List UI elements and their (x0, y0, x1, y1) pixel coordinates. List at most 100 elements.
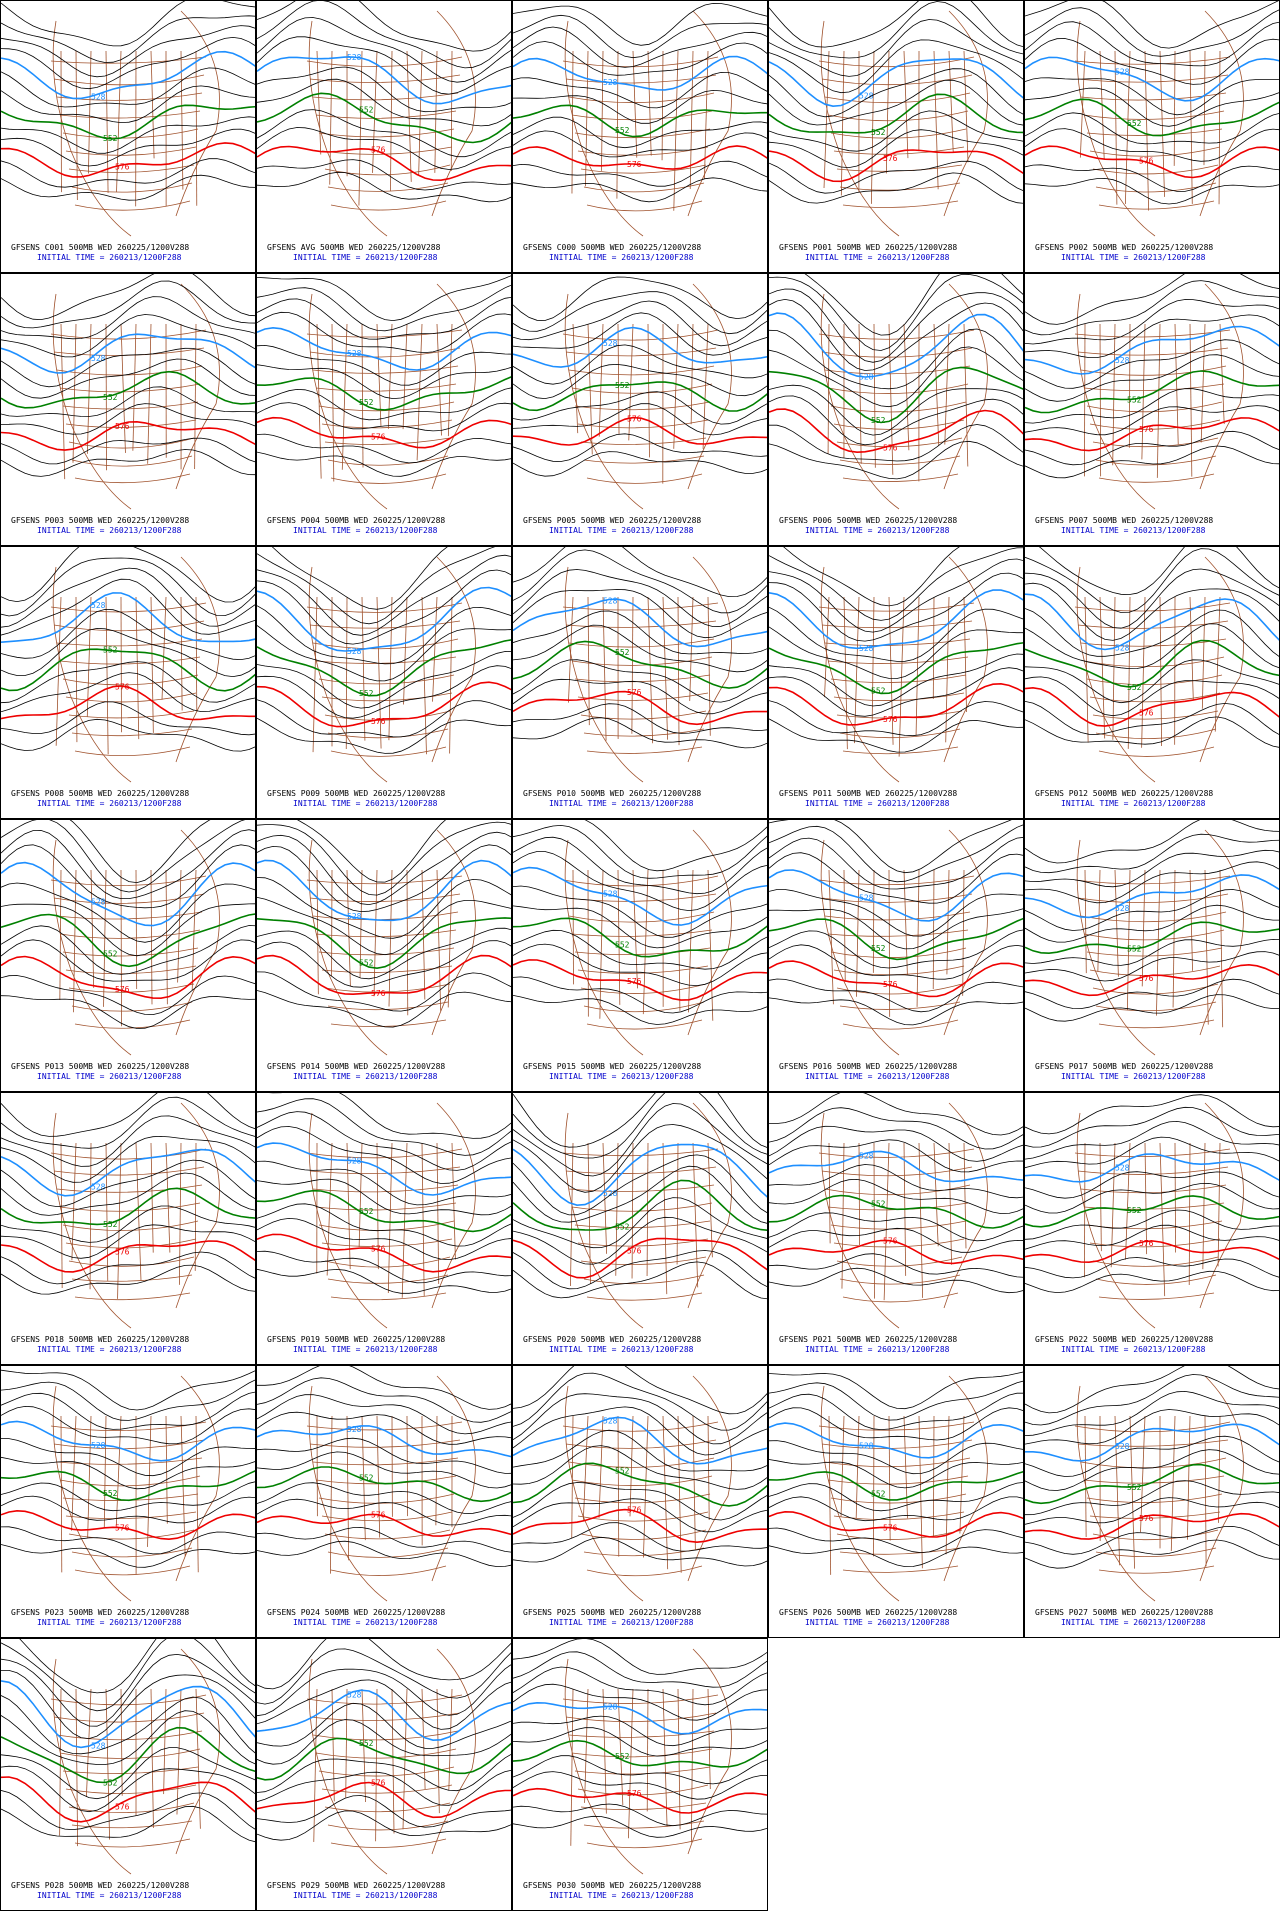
contour-line (1025, 716, 1279, 748)
border-line (565, 620, 717, 628)
map: 528 552 576 (1, 1369, 255, 1602)
border-line (71, 455, 193, 467)
map: 528 552 576 (513, 276, 767, 510)
contour-line (1025, 548, 1279, 613)
contour-line (1025, 1, 1279, 49)
contour-line (513, 1462, 767, 1507)
contour-line (1025, 582, 1279, 641)
contour-line (513, 610, 767, 655)
border-line (839, 455, 961, 465)
contour-line (1025, 904, 1279, 943)
border-line (309, 74, 461, 83)
border-line (62, 674, 199, 686)
contour-label: 552 (103, 393, 118, 402)
contour-line (1025, 388, 1279, 424)
contour-line (513, 1715, 767, 1747)
contour-line (1025, 325, 1279, 375)
map-outline (50, 1102, 220, 1329)
border-line (1084, 869, 1087, 974)
contour-line (1025, 280, 1279, 336)
border-line (1140, 1415, 1146, 1533)
contour-line (1025, 1094, 1279, 1135)
contour-line (769, 384, 1023, 436)
coast-line (1076, 556, 1244, 783)
border-line (570, 1688, 574, 1846)
contour-line (513, 160, 767, 187)
border-line (571, 929, 713, 937)
border-line (568, 596, 574, 703)
map-panel: 528 552 576 GFSENS P026 500MB WED 260225/12… (768, 1365, 1024, 1638)
contour-label: 528 (603, 78, 618, 87)
contour-line (513, 1727, 767, 1757)
contour-line (513, 836, 767, 895)
border-line (59, 1475, 201, 1487)
contour-line (1, 1205, 255, 1243)
border-line (324, 710, 451, 721)
contour-line (1, 1240, 255, 1273)
border-line (71, 1274, 193, 1282)
contour-line (513, 416, 767, 446)
contour-line (257, 1498, 511, 1526)
contour-line (513, 678, 767, 715)
panel-init-time: INITIAL TIME = 260213/1200F288 (805, 1345, 950, 1354)
border-line (1092, 983, 1219, 995)
contour-line (769, 589, 1023, 650)
border-line (191, 869, 197, 991)
border-line (572, 323, 579, 434)
border-line (824, 911, 971, 921)
panel-init-time: INITIAL TIME = 260213/1200F288 (805, 1618, 950, 1627)
border-line (318, 401, 455, 412)
contour-line (257, 1689, 511, 1742)
contour-line (1025, 1449, 1279, 1491)
contour-line (513, 1739, 767, 1768)
contour-label: 552 (103, 134, 118, 143)
border-line (677, 596, 680, 746)
contour-line (1, 25, 255, 78)
border-line (583, 182, 705, 193)
border-line (577, 965, 709, 974)
contour-line (257, 284, 511, 332)
contour-line (1025, 701, 1279, 735)
contour-label: 528 (1115, 356, 1130, 365)
border-line (1173, 50, 1176, 166)
contour-line (513, 2, 767, 46)
contour-line (1025, 1390, 1279, 1436)
border-line (562, 1421, 719, 1432)
border-line (945, 1415, 950, 1555)
contour-line (257, 376, 511, 411)
panel-init-time: INITIAL TIME = 260213/1200F288 (37, 1072, 182, 1081)
contour-line (769, 1482, 1023, 1512)
contour-line (1, 1148, 255, 1197)
contour-line (1025, 1539, 1279, 1569)
contour-line (769, 852, 1023, 904)
contour-line (1025, 938, 1279, 966)
map: 528 552 576 (513, 820, 767, 1056)
contour-line (1, 975, 255, 1016)
contour-label: 576 (115, 422, 130, 431)
contour-line (257, 109, 511, 158)
border-line (309, 620, 461, 629)
contour-line (1, 672, 255, 713)
border-line (194, 1142, 197, 1271)
contour-line (513, 130, 767, 158)
contour-line (513, 14, 767, 59)
contour-line (1025, 1171, 1279, 1199)
contour-label: 528 (603, 597, 618, 606)
coast-line (308, 10, 476, 237)
border-line (59, 656, 201, 665)
border-line (580, 710, 707, 720)
contour-line (769, 869, 1023, 922)
border-line (690, 1688, 694, 1843)
border-line (587, 596, 590, 726)
map-panel: 528 552 576 GFSENS P020 500MB WED 260225/12… (512, 1092, 768, 1365)
contour-line (769, 1212, 1023, 1242)
border-line (840, 1415, 845, 1517)
border-line (562, 875, 719, 887)
contour-line (769, 1371, 1023, 1410)
border-line (1083, 1475, 1225, 1484)
border-line (673, 323, 679, 449)
border-line (1098, 1019, 1215, 1029)
border-line (821, 74, 973, 86)
contour-line (1025, 820, 1279, 864)
contour-line (1, 1369, 255, 1411)
